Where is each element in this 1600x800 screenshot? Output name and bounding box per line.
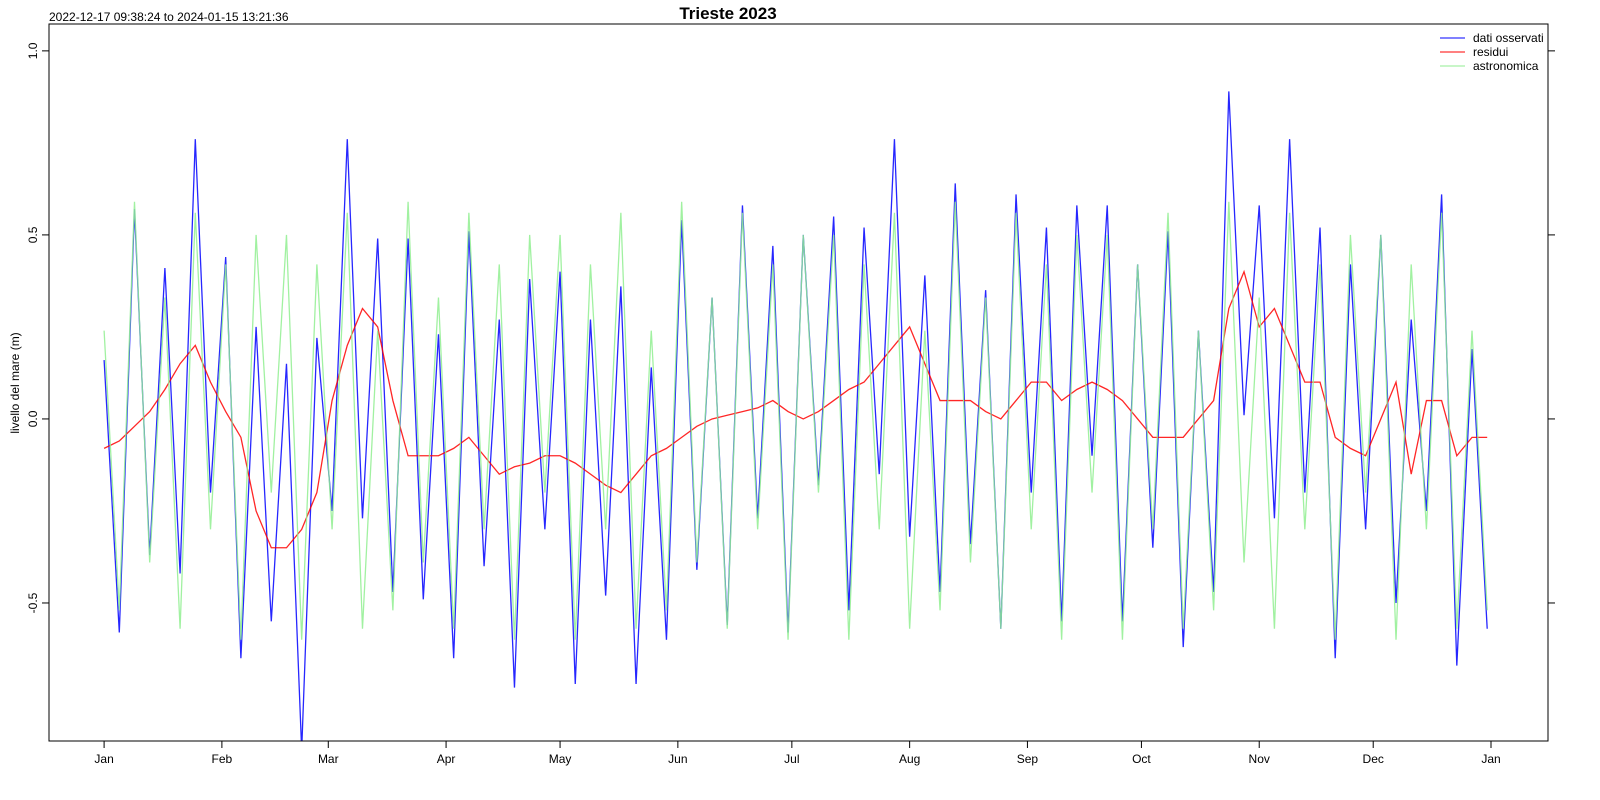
series-line: [103, 201, 1488, 640]
legend-label: residui: [1473, 45, 1508, 59]
plot-area: [103, 91, 1488, 741]
x-tick-label: May: [549, 752, 572, 766]
x-tick-label: Oct: [1132, 752, 1151, 766]
x-tick-label: Jan: [1481, 752, 1500, 766]
legend-label: dati osservati: [1473, 31, 1544, 45]
x-tick-label: Feb: [212, 752, 233, 766]
x-tick-label: Apr: [437, 752, 456, 766]
y-tick-label: 1.0: [26, 42, 40, 59]
x-tick-label: Sep: [1017, 752, 1039, 766]
y-tick-label: -0.5: [26, 592, 40, 613]
y-tick-label: 0.0: [26, 410, 40, 427]
x-tick-label: Nov: [1249, 752, 1270, 766]
x-tick-label: Aug: [899, 752, 920, 766]
x-tick-label: Mar: [318, 752, 339, 766]
x-tick-label: Jul: [784, 752, 799, 766]
series-line: [103, 269, 1488, 549]
x-tick-label: Jun: [668, 752, 687, 766]
chart-subtitle: 2022-12-17 09:38:24 to 2024-01-15 13:21:…: [49, 10, 289, 24]
y-axis-label: livello del mare (m): [8, 332, 22, 433]
legend-label: astronomica: [1473, 59, 1539, 73]
x-tick-label: Jan: [94, 752, 113, 766]
x-tick-label: Dec: [1363, 752, 1384, 766]
plot-frame: [48, 23, 1549, 742]
y-tick-label: 0.5: [26, 226, 40, 243]
chart-title: Trieste 2023: [679, 4, 776, 23]
